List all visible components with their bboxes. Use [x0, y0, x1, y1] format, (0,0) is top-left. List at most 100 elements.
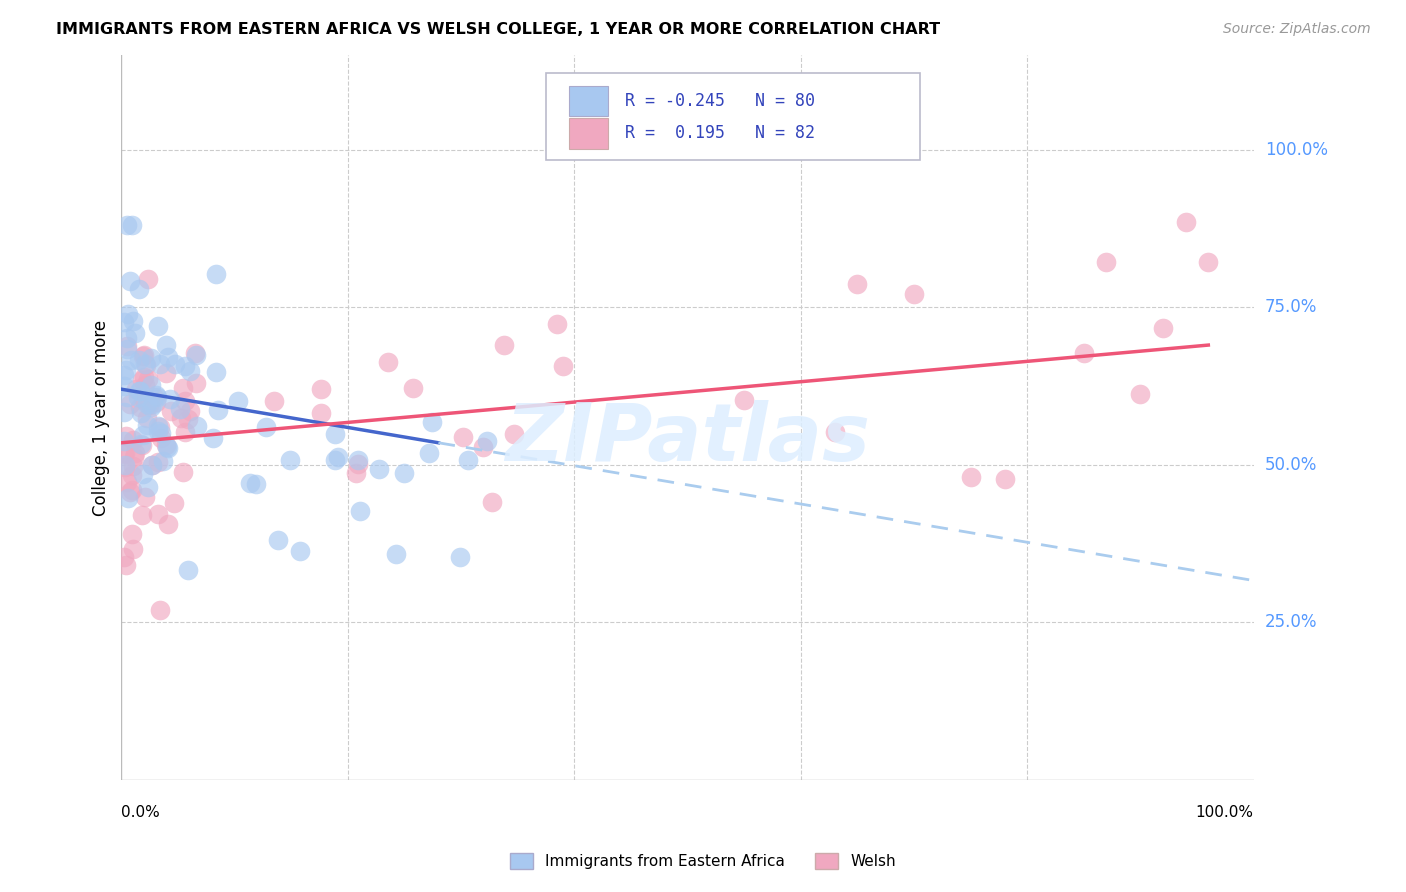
Point	[546, 317, 568, 331]
Point	[169, 401, 191, 416]
Point	[278, 453, 301, 467]
Point	[121, 458, 143, 473]
Point	[207, 403, 229, 417]
Point	[134, 490, 156, 504]
Point	[141, 458, 163, 472]
Legend: Immigrants from Eastern Africa, Welsh: Immigrants from Eastern Africa, Welsh	[503, 847, 903, 875]
Point	[346, 457, 368, 471]
Point	[1197, 255, 1219, 269]
Point	[129, 384, 152, 399]
Text: ZIPatlas: ZIPatlas	[505, 401, 870, 478]
Point	[122, 450, 145, 464]
Point	[138, 398, 160, 412]
Point	[121, 353, 143, 368]
Point	[134, 378, 156, 392]
Point	[121, 527, 143, 541]
Point	[129, 406, 152, 420]
Point	[146, 455, 169, 469]
Point	[309, 406, 332, 420]
Point	[112, 447, 135, 461]
Point	[114, 446, 136, 460]
Point	[309, 382, 332, 396]
Point	[157, 516, 180, 531]
Point	[323, 427, 346, 442]
Text: R = -0.245   N = 80: R = -0.245 N = 80	[626, 92, 815, 110]
Point	[323, 453, 346, 467]
Point	[155, 338, 177, 352]
Point	[124, 326, 146, 340]
Point	[138, 272, 160, 286]
Point	[226, 394, 249, 409]
Point	[134, 357, 156, 371]
Point	[141, 378, 163, 392]
Text: R =  0.195   N = 82: R = 0.195 N = 82	[626, 124, 815, 143]
Point	[263, 394, 285, 409]
Point	[117, 306, 139, 320]
Text: 50.0%: 50.0%	[1265, 456, 1317, 474]
Point	[149, 357, 172, 371]
Point	[157, 441, 180, 455]
Point	[184, 345, 207, 359]
Point	[128, 353, 150, 368]
Point	[118, 484, 141, 499]
Point	[503, 427, 526, 442]
Point	[385, 547, 408, 561]
Point	[122, 433, 145, 447]
Point	[128, 400, 150, 414]
Point	[148, 419, 170, 434]
Point	[202, 431, 225, 445]
Point	[368, 462, 391, 476]
Point	[205, 267, 228, 281]
Text: 25.0%: 25.0%	[1265, 614, 1317, 632]
Point	[172, 465, 194, 479]
Point	[402, 381, 425, 395]
Point	[142, 390, 165, 404]
Point	[120, 397, 142, 411]
Point	[457, 453, 479, 467]
Point	[149, 420, 172, 434]
Point	[156, 440, 179, 454]
Point	[475, 434, 498, 448]
Point	[124, 446, 146, 460]
Point	[146, 424, 169, 438]
Point	[159, 404, 181, 418]
Point	[553, 359, 575, 373]
Point	[349, 504, 371, 518]
Point	[131, 508, 153, 522]
Point	[149, 426, 172, 441]
Point	[115, 475, 138, 489]
Point	[288, 544, 311, 558]
Point	[114, 558, 136, 572]
Point	[186, 376, 208, 391]
Text: Source: ZipAtlas.com: Source: ZipAtlas.com	[1223, 22, 1371, 37]
Point	[146, 390, 169, 404]
Point	[114, 458, 136, 472]
Point	[115, 331, 138, 345]
Point	[127, 390, 149, 404]
Bar	[568, 119, 609, 149]
Point	[1095, 255, 1118, 269]
Point	[145, 394, 167, 409]
Point	[492, 338, 515, 352]
Point	[344, 467, 367, 481]
Text: 100.0%: 100.0%	[1265, 141, 1327, 159]
Point	[139, 401, 162, 415]
Point	[112, 549, 135, 564]
Point	[481, 495, 503, 509]
Point	[131, 428, 153, 442]
Point	[267, 533, 290, 547]
Point	[1152, 321, 1174, 335]
Bar	[568, 86, 609, 116]
Point	[112, 315, 135, 329]
Point	[115, 219, 138, 233]
Point	[132, 392, 155, 407]
Point	[420, 415, 443, 429]
Point	[115, 391, 138, 405]
Point	[903, 287, 925, 301]
Point	[131, 438, 153, 452]
Point	[186, 418, 208, 433]
Point	[112, 434, 135, 449]
Point	[115, 429, 138, 443]
Point	[117, 491, 139, 505]
Point	[173, 425, 195, 439]
